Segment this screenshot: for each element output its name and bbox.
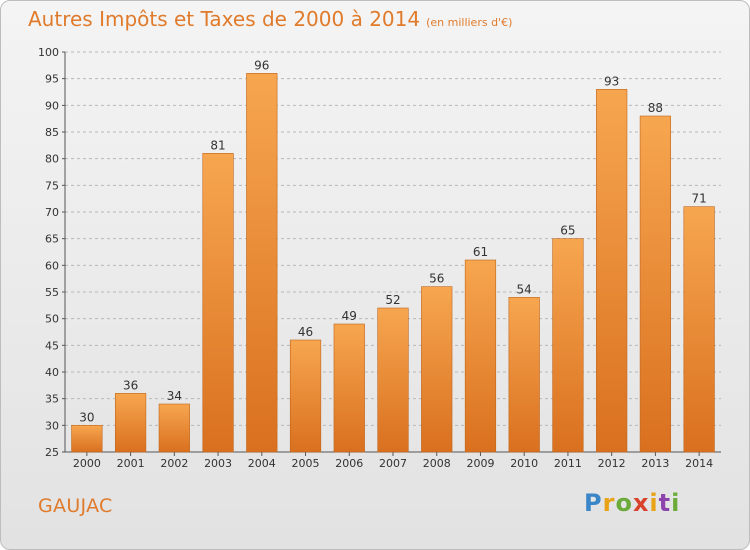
value-label-2008: 56	[429, 272, 444, 286]
x-tick-label-2002: 2002	[160, 457, 188, 470]
bar-2003	[202, 153, 234, 453]
x-tick-label-2007: 2007	[379, 457, 407, 470]
bar-2014	[683, 206, 715, 453]
value-label-2002: 34	[167, 389, 182, 403]
value-label-2014: 71	[691, 192, 706, 206]
x-tick-label-2000: 2000	[73, 457, 101, 470]
value-label-2000: 30	[79, 410, 94, 424]
chart-title-text: Autres Impôts et Taxes de 2000 à 2014	[28, 7, 421, 31]
bar-2012	[596, 89, 628, 453]
value-label-2011: 65	[560, 224, 575, 238]
value-label-2010: 54	[517, 282, 532, 296]
value-label-2003: 81	[210, 138, 225, 152]
proxiti-logo: Proxiti	[584, 489, 681, 517]
location-label: GAUJAC	[38, 495, 113, 517]
x-tick-label-2012: 2012	[598, 457, 626, 470]
value-label-2013: 88	[648, 101, 663, 115]
y-tick-label: 35	[45, 393, 59, 406]
x-tick-label-2005: 2005	[292, 457, 320, 470]
y-tick-label: 90	[45, 99, 59, 112]
bar-2008	[421, 286, 453, 453]
x-tick-label-2014: 2014	[685, 457, 713, 470]
value-label-2007: 52	[385, 293, 400, 307]
x-tick-label-2008: 2008	[423, 457, 451, 470]
y-tick-label: 25	[45, 446, 59, 459]
y-tick-label: 60	[45, 259, 59, 272]
x-tick-label-2009: 2009	[466, 457, 494, 470]
value-label-2012: 93	[604, 74, 619, 88]
chart-title: Autres Impôts et Taxes de 2000 à 2014 (en…	[28, 7, 512, 31]
bar-2009	[464, 259, 497, 453]
chart-subtitle: (en milliers d'€)	[426, 16, 513, 29]
y-tick-label: 65	[45, 233, 59, 246]
bar-2005	[289, 339, 322, 453]
y-tick-label: 45	[45, 339, 59, 352]
bars	[71, 73, 715, 453]
x-tick-label-2010: 2010	[510, 457, 538, 470]
bar-2001	[114, 393, 147, 453]
x-tick-label-2001: 2001	[117, 457, 145, 470]
y-tick-label: 70	[45, 206, 59, 219]
y-tick-label: 95	[45, 73, 59, 86]
bar-2000	[71, 425, 103, 453]
bar-2007	[377, 307, 409, 453]
y-tick-label: 75	[45, 179, 59, 192]
value-label-2001: 36	[123, 378, 138, 392]
value-label-2005: 46	[298, 325, 313, 339]
bar-2004	[246, 73, 278, 453]
bar-2006	[333, 323, 365, 453]
bar-2013	[639, 115, 672, 453]
bar-2011	[552, 238, 584, 453]
x-tick-label-2013: 2013	[641, 457, 669, 470]
x-tick-label-2003: 2003	[204, 457, 232, 470]
y-tick-label: 30	[45, 419, 59, 432]
labels: 25 30 35 40 45 50 55 60 65 70 75 80 85 90 95 100 30 2000 3…	[38, 46, 713, 470]
y-tick-label: 85	[45, 126, 59, 139]
y-tick-label: 55	[45, 286, 59, 299]
x-tick-label-2006: 2006	[335, 457, 363, 470]
y-tick-label: 80	[45, 153, 59, 166]
y-tick-label: 100	[38, 46, 59, 59]
bar-2010	[508, 297, 540, 453]
value-label-2009: 61	[473, 245, 488, 259]
x-tick-label-2011: 2011	[554, 457, 582, 470]
bar-2002	[158, 403, 190, 453]
y-tick-label: 40	[45, 366, 59, 379]
value-label-2006: 49	[342, 309, 357, 323]
y-tick-label: 50	[45, 313, 59, 326]
value-label-2004: 96	[254, 58, 269, 72]
x-tick-label-2004: 2004	[248, 457, 276, 470]
